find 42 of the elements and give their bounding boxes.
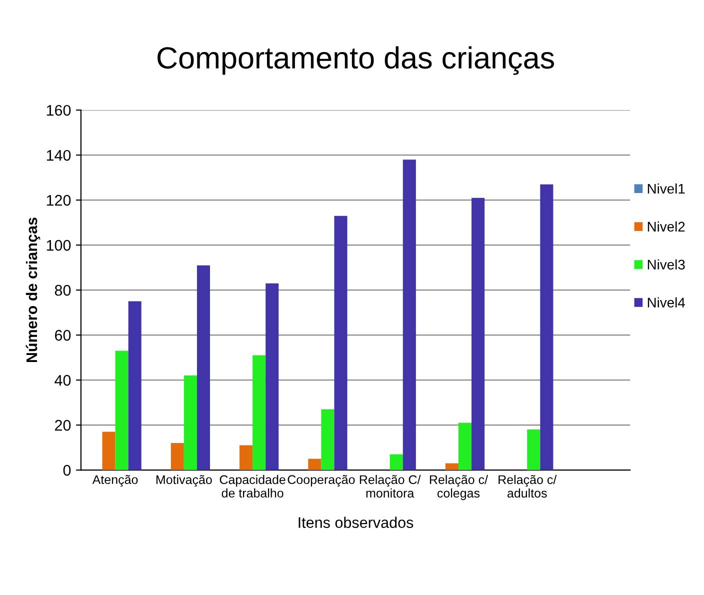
- x-tick-label: Motivação: [156, 474, 212, 487]
- x-tick-label: Relação c/ adultos: [498, 474, 557, 498]
- bar: [128, 301, 142, 470]
- bar: [102, 432, 116, 470]
- y-tick-label: 20: [55, 420, 71, 431]
- y-tick-label: 140: [46, 150, 71, 161]
- legend-label: Nivel4: [648, 297, 685, 308]
- x-tick-label: Capacidade de trabalho: [220, 474, 286, 498]
- y-tick-label: 80: [54, 284, 71, 296]
- y-tick-label: 160: [46, 104, 71, 116]
- bar: [402, 160, 416, 470]
- bar: [540, 184, 554, 470]
- legend-label: Nivel2: [648, 221, 685, 232]
- y-tick-label: 0: [63, 464, 71, 476]
- x-tick-label: Atenção: [92, 474, 138, 487]
- bar: [390, 454, 403, 470]
- bar: [240, 445, 253, 470]
- bar: [252, 355, 266, 470]
- bar: [308, 458, 322, 470]
- x-tick-label: Cooperação: [288, 474, 355, 487]
- bar: [196, 265, 210, 470]
- y-axis-title: Número de crianças: [26, 218, 40, 362]
- x-tick-label: Relação c/ colegas: [430, 474, 488, 500]
- y-tick-label: 120: [46, 194, 71, 206]
- bar: [115, 350, 128, 470]
- legend-label: Nivel3: [648, 259, 685, 270]
- y-tick-label: 40: [54, 374, 71, 386]
- x-tick-label: Relação C/ monitora: [360, 474, 421, 498]
- bar: [458, 422, 472, 470]
- bar: [184, 376, 197, 470]
- bar: [321, 409, 334, 470]
- bar: [472, 198, 485, 470]
- chart-title: Comportamento das crianças: [158, 46, 554, 75]
- x-axis-title: Itens observados: [298, 516, 414, 528]
- y-tick-label: 100: [46, 240, 71, 251]
- legend-label: Nivel1: [648, 183, 685, 194]
- bar: [527, 430, 540, 470]
- y-tick-label: 60: [55, 330, 71, 341]
- bar: [445, 463, 458, 470]
- bar: [170, 443, 184, 470]
- bar: [266, 283, 279, 470]
- bar: [334, 216, 348, 470]
